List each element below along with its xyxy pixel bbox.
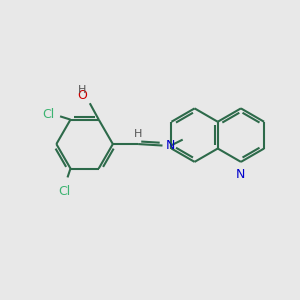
Text: O: O [78, 89, 87, 102]
Text: N: N [236, 168, 246, 181]
Text: N: N [166, 139, 176, 152]
Text: H: H [78, 85, 86, 95]
Text: Cl: Cl [42, 108, 54, 121]
Text: H: H [134, 129, 142, 139]
Text: Cl: Cl [58, 185, 71, 198]
